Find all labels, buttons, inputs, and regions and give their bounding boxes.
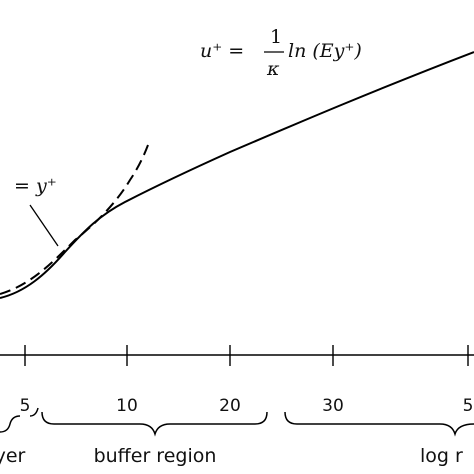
tick-label: 5 <box>20 396 31 416</box>
brace <box>0 407 39 433</box>
brace <box>41 411 268 437</box>
linear-law-curve <box>0 144 149 295</box>
log-law-equation: u⁺ = 1 κ ln (Ey⁺) <box>200 26 362 80</box>
log-law-curve <box>0 51 474 299</box>
tick-label: 30 <box>322 396 344 416</box>
region-label: buffer region <box>94 445 217 467</box>
brace <box>284 411 474 437</box>
tick-label: 10 <box>116 396 138 416</box>
tick-label: 20 <box>219 396 241 416</box>
eq-den: κ <box>266 58 280 80</box>
region-label: yer <box>0 445 26 467</box>
region-label: log r <box>420 445 463 467</box>
eq-num: 1 <box>270 26 282 48</box>
eq-rhs: ln (Ey⁺) <box>288 40 362 62</box>
linear-law-equation: = y⁺ <box>14 175 57 197</box>
tick-label: 5 <box>463 396 474 416</box>
pointer <box>29 204 59 247</box>
eq-lhs: u⁺ = <box>200 40 244 62</box>
